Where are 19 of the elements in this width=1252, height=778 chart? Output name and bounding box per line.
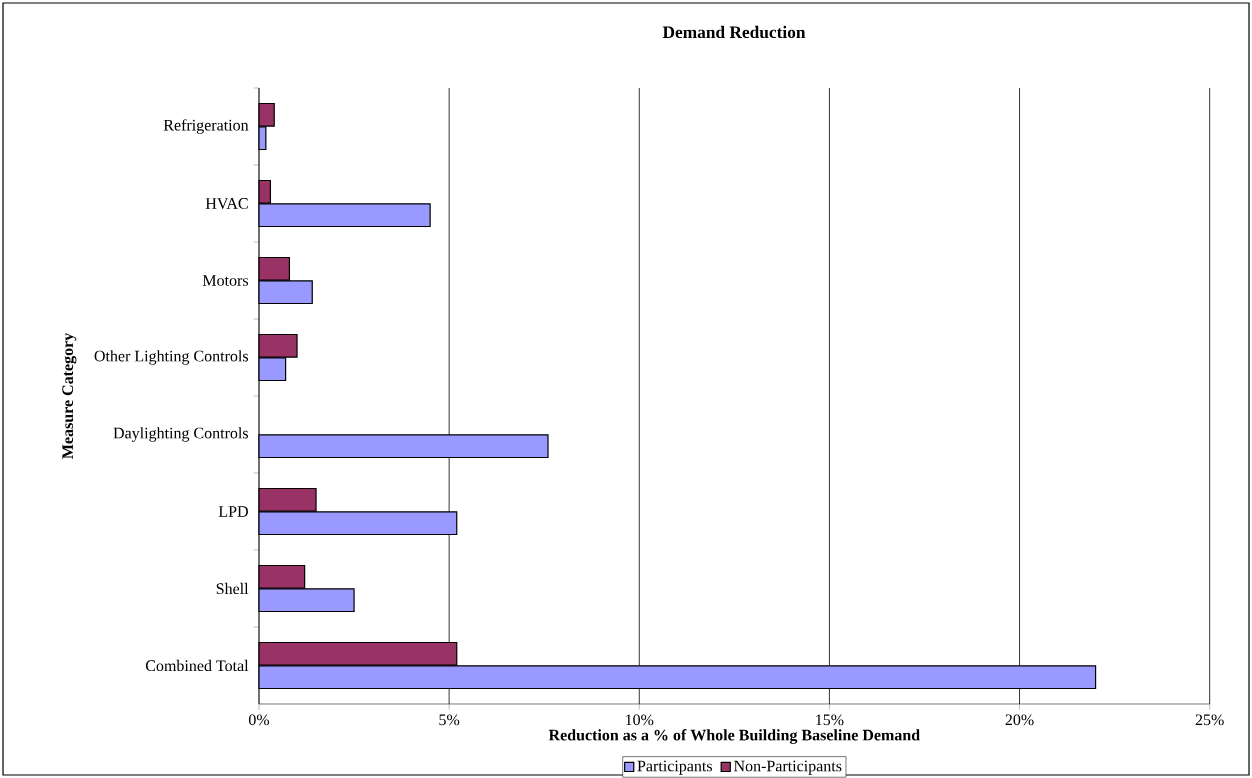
legend-label: Participants [637, 760, 712, 775]
y-tick-label: Other Lighting Controls [94, 350, 249, 365]
x-tick-label: 20% [1005, 714, 1034, 726]
y-tick-label: Shell [216, 582, 249, 595]
y-tick-label: Daylighting Controls [113, 427, 249, 442]
x-axis-title: Reduction as a % of Whole Building Baseline Demand [548, 729, 920, 744]
y-tick-label: HVAC [205, 198, 248, 209]
x-tick-label: 5% [439, 714, 460, 726]
y-axis-title: Measure Category [62, 333, 77, 459]
chart-title: Demand Reduction [662, 25, 806, 39]
y-tick-label: Refrigeration [163, 119, 249, 134]
y-tick-label: Motors [202, 275, 249, 286]
x-tick-label: 15% [816, 714, 844, 726]
y-tick-label: LPD [218, 506, 248, 517]
y-tick-label: Combined Total [145, 659, 249, 672]
x-tick-label: 25% [1195, 714, 1224, 726]
legend-label: Non-Participants [733, 760, 842, 775]
x-tick-label: 10% [626, 714, 654, 726]
x-tick-label: 0% [248, 714, 270, 726]
